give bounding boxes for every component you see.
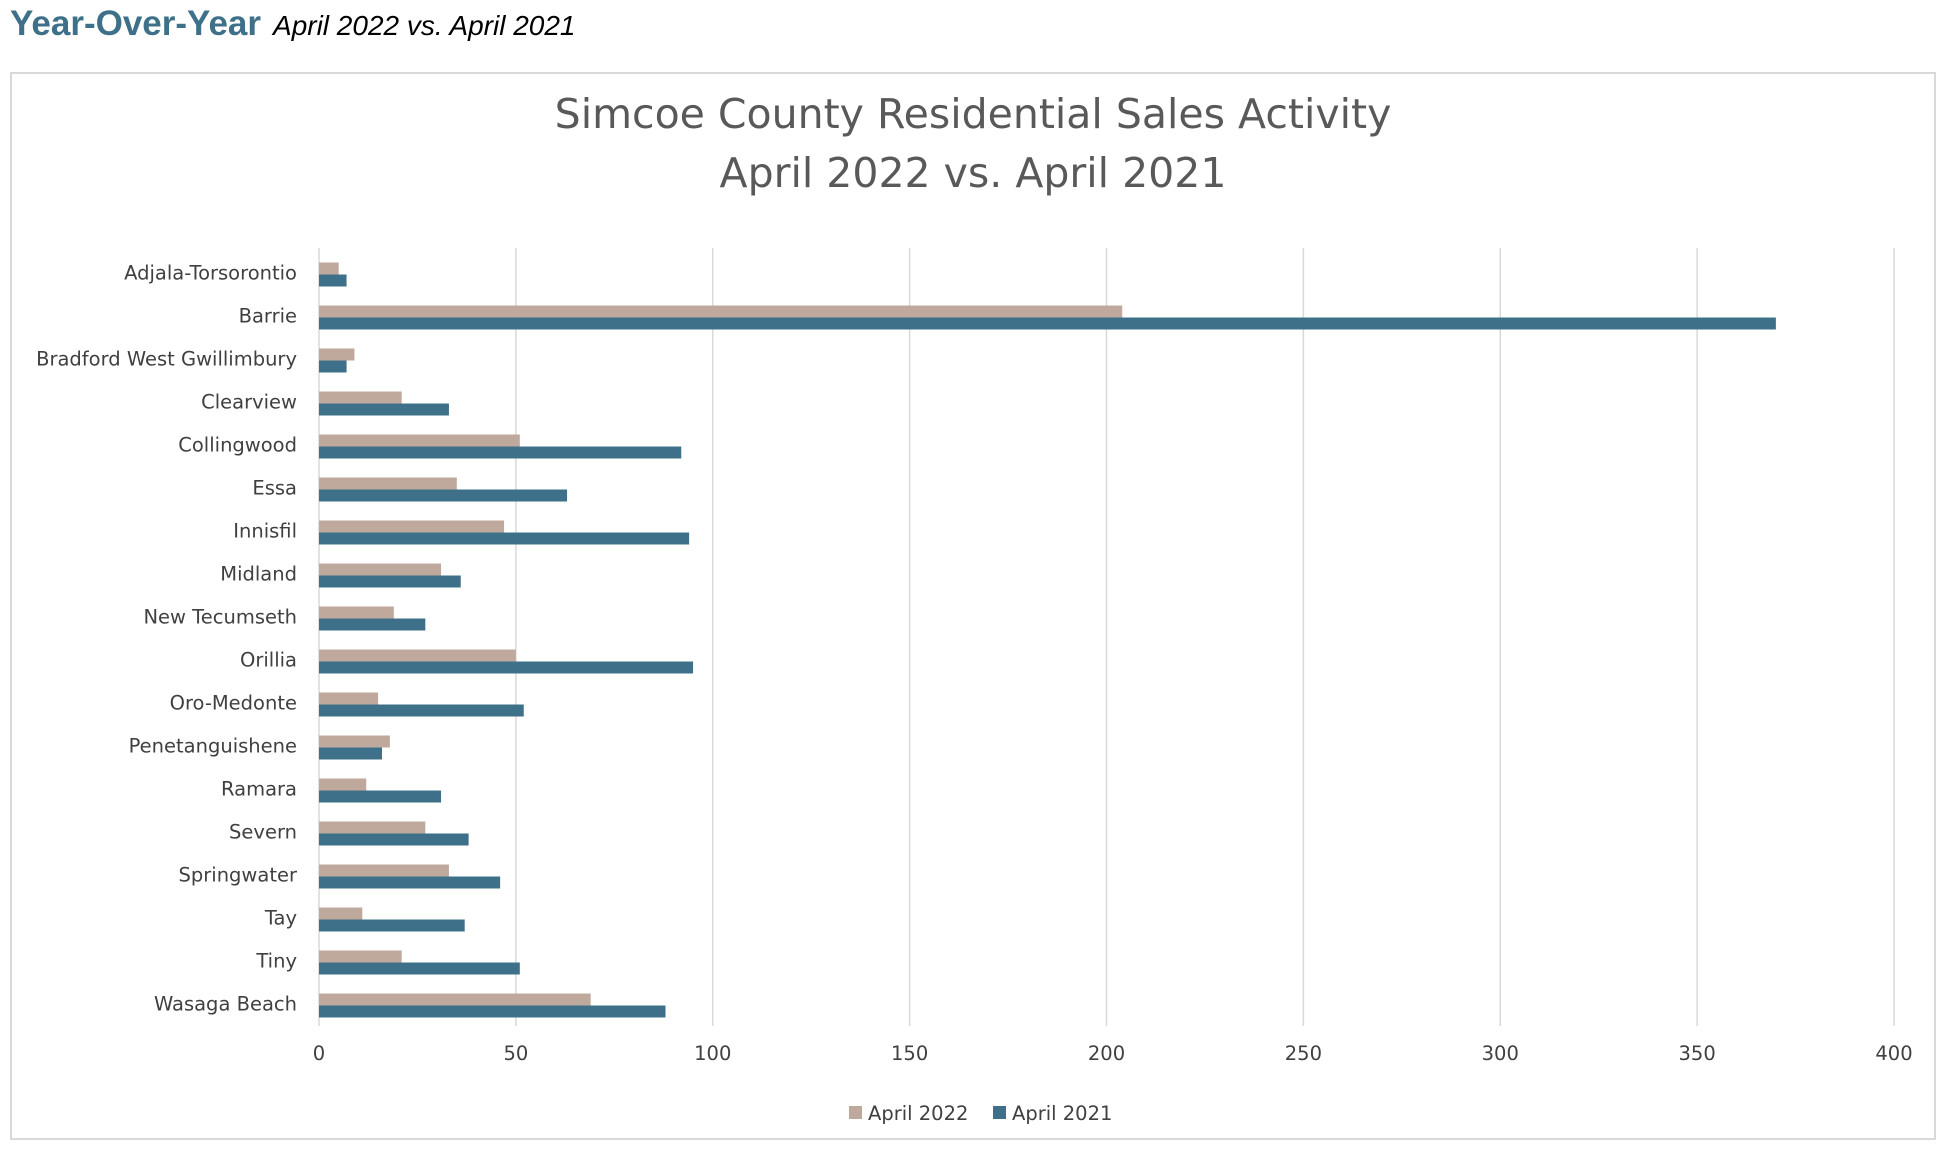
- bar-springwater-april-2022: [319, 864, 449, 877]
- x-tick-label: 50: [503, 1042, 528, 1065]
- bar-adjala-torsorontio-april-2021: [319, 274, 347, 287]
- category-label: Springwater: [179, 864, 298, 887]
- bar-tiny-april-2021: [319, 962, 520, 975]
- category-labels: Adjala-Torsorontio Barrie Bradford West Gw…: [36, 262, 298, 1016]
- bar-severn-april-2021: [319, 833, 469, 846]
- x-tick-label: 250: [1285, 1042, 1322, 1065]
- legend-label-april-2021: April 2021: [1012, 1102, 1112, 1125]
- x-tick-label: 150: [891, 1042, 928, 1065]
- bar-penetanguishene-april-2021: [319, 747, 382, 760]
- page-title: Year-Over-Year: [10, 4, 262, 43]
- bar-penetanguishene-april-2022: [319, 735, 390, 748]
- bar-new-tecumseth-april-2022: [319, 606, 394, 619]
- chart-title-line-1: Simcoe County Residential Sales Activity: [555, 90, 1392, 138]
- bar-oro-medonte-april-2022: [319, 692, 379, 705]
- page-header: Year-Over-Year April 2022 vs. April 2021: [10, 4, 575, 52]
- category-label: Barrie: [239, 305, 297, 328]
- bar-chart: Simcoe County Residential Sales Activity…: [36, 90, 1913, 1125]
- x-tick-label: 300: [1482, 1042, 1519, 1065]
- bar-collingwood-april-2022: [319, 434, 520, 447]
- x-axis-tick-labels: 0 50 100 150 200 250 300 350 400: [313, 1042, 1913, 1065]
- x-tick-label: 100: [694, 1042, 731, 1065]
- bar-wasaga-beach-april-2022: [319, 993, 591, 1006]
- bar-tay-april-2021: [319, 919, 465, 932]
- legend-swatch-april-2022: [849, 1106, 862, 1119]
- category-label: Tay: [264, 907, 297, 930]
- bar-orillia-april-2021: [319, 661, 694, 674]
- legend-swatch-april-2021: [993, 1106, 1006, 1119]
- bar-midland-april-2021: [319, 575, 461, 588]
- category-label: Tiny: [255, 950, 297, 973]
- x-tick-label: 350: [1679, 1042, 1716, 1065]
- bar-collingwood-april-2021: [319, 446, 682, 459]
- x-tick-label: 400: [1875, 1042, 1912, 1065]
- category-label: Bradford West Gwillimbury: [36, 348, 297, 371]
- category-label: Wasaga Beach: [154, 993, 297, 1016]
- category-label: Orillia: [240, 649, 297, 672]
- bar-adjala-torsorontio-april-2022: [319, 262, 339, 275]
- chart-title-line-2: April 2022 vs. April 2021: [720, 149, 1227, 197]
- x-tick-label: 0: [313, 1042, 325, 1065]
- category-label: Ramara: [221, 778, 297, 801]
- bar-ramara-april-2022: [319, 778, 367, 791]
- bar-essa-april-2021: [319, 489, 568, 502]
- category-label: Oro-Medonte: [170, 692, 297, 715]
- bar-essa-april-2022: [319, 477, 457, 490]
- bar-new-tecumseth-april-2021: [319, 618, 426, 631]
- bar-clearview-april-2022: [319, 391, 402, 404]
- chart-frame: Simcoe County Residential Sales Activity…: [10, 72, 1936, 1140]
- bar-bradford-west-gwillimbury-april-2022: [319, 348, 355, 361]
- legend-label-april-2022: April 2022: [868, 1102, 968, 1125]
- bar-barrie-april-2022: [319, 305, 1123, 318]
- bar-clearview-april-2021: [319, 403, 449, 416]
- bar-oro-medonte-april-2021: [319, 704, 524, 717]
- bar-orillia-april-2022: [319, 649, 516, 662]
- category-label: Severn: [229, 821, 297, 844]
- bar-barrie-april-2021: [319, 317, 1776, 330]
- category-label: Midland: [220, 563, 297, 586]
- bar-innisfil-april-2021: [319, 532, 690, 545]
- bar-tay-april-2022: [319, 907, 363, 920]
- category-label: New Tecumseth: [143, 606, 297, 629]
- bar-bradford-west-gwillimbury-april-2021: [319, 360, 347, 373]
- bars: [319, 262, 1776, 1018]
- category-label: Clearview: [201, 391, 297, 414]
- category-label: Innisfil: [233, 520, 297, 543]
- category-label: Penetanguishene: [129, 735, 297, 758]
- category-label: Collingwood: [178, 434, 297, 457]
- gridlines: [318, 248, 1895, 1026]
- bar-innisfil-april-2022: [319, 520, 505, 533]
- legend: April 2022 April 2021: [849, 1102, 1112, 1125]
- page-subtitle: April 2022 vs. April 2021: [273, 10, 576, 41]
- bar-wasaga-beach-april-2021: [319, 1005, 666, 1018]
- x-tick-label: 200: [1088, 1042, 1125, 1065]
- bar-midland-april-2022: [319, 563, 442, 576]
- bar-ramara-april-2021: [319, 790, 442, 803]
- category-label: Adjala-Torsorontio: [124, 262, 297, 285]
- category-label: Essa: [252, 477, 297, 500]
- bar-severn-april-2022: [319, 821, 426, 834]
- bar-springwater-april-2021: [319, 876, 501, 889]
- bar-tiny-april-2022: [319, 950, 402, 963]
